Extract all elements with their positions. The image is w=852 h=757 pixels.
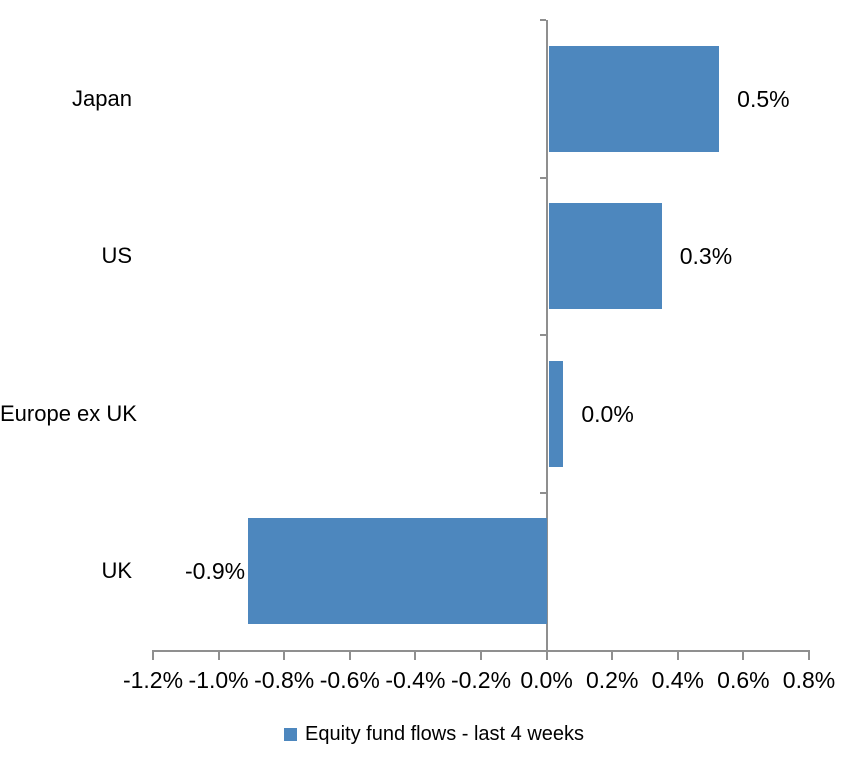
value-axis-tick-label: -0.2% [450, 667, 512, 693]
bar-uk [248, 518, 547, 624]
bar-value-label: -0.9% [185, 558, 246, 585]
category-axis-tick [539, 491, 546, 494]
category-axis-tick [539, 334, 546, 336]
value-axis-tick-label: -1.0% [188, 667, 249, 693]
value-axis-tick-label: 0.2% [585, 667, 639, 693]
value-axis-tick [545, 652, 548, 660]
legend: Equity fund flows - last 4 weeks [284, 722, 584, 746]
value-axis-tick-label: 0.8% [782, 667, 836, 693]
value-axis-tick-label: 0.0% [520, 667, 573, 693]
bar-value-label: 0.3% [679, 243, 733, 270]
value-axis-tick-label: -0.6% [319, 667, 380, 693]
bar-value-label: 0.5% [737, 85, 790, 112]
category-label: Europe ex UK [0, 400, 137, 426]
category-axis-tick [539, 176, 546, 179]
category-label: Japan [72, 85, 132, 111]
value-axis-tick [611, 652, 614, 660]
value-axis-tick [808, 652, 810, 660]
bar-us [548, 203, 662, 309]
value-axis-tick-label: -1.2% [122, 667, 184, 693]
bar-japan [548, 45, 720, 152]
category-axis-tick [539, 19, 546, 21]
value-axis-tick-label: 0.4% [651, 667, 705, 693]
value-axis-tick [480, 652, 482, 660]
value-axis-line [152, 650, 810, 652]
value-axis-tick [152, 652, 154, 660]
value-axis-tick [414, 652, 417, 660]
legend-label: Equity fund flows - last 4 weeks [305, 723, 585, 745]
bar-europe-ex-uk [548, 360, 564, 467]
value-axis-tick [742, 652, 745, 660]
value-axis-tick [217, 652, 220, 660]
value-axis-tick-label: -0.4% [385, 667, 446, 693]
bar-value-label: 0.0% [581, 400, 634, 427]
category-label: US [101, 243, 132, 269]
value-axis-tick [283, 652, 286, 660]
value-axis-tick [348, 652, 351, 660]
value-axis-tick-label: -0.8% [254, 667, 315, 693]
legend-swatch-icon [284, 727, 297, 741]
category-label: UK [101, 558, 132, 584]
value-axis-tick-label: 0.6% [717, 667, 770, 693]
value-axis-tick [676, 652, 679, 660]
category-axis-line [545, 20, 548, 650]
